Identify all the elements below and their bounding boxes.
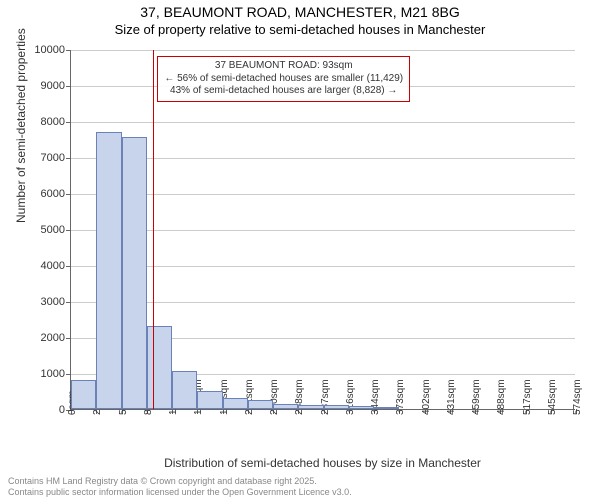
y-axis-label: Number of semi-detached properties	[14, 28, 28, 223]
title-line-1: 37, BEAUMONT ROAD, MANCHESTER, M21 8BG	[0, 4, 600, 20]
marker-annotation-line: 43% of semi-detached houses are larger (…	[164, 85, 403, 98]
title-line-2: Size of property relative to semi-detach…	[0, 22, 600, 37]
x-tick-label: 344sqm	[370, 379, 381, 415]
x-tick-label: 201sqm	[244, 379, 255, 415]
histogram-bar	[172, 371, 197, 409]
y-tick-label: 10000	[34, 44, 71, 56]
x-tick-label: 402sqm	[421, 379, 432, 415]
x-tick-label: 431sqm	[446, 379, 457, 415]
footer-attribution: Contains HM Land Registry data © Crown c…	[8, 476, 352, 498]
x-axis-label: Distribution of semi-detached houses by …	[70, 456, 575, 470]
histogram-bar	[374, 407, 399, 409]
x-tick-label: 517sqm	[522, 379, 533, 415]
footer-line-1: Contains HM Land Registry data © Crown c…	[8, 476, 352, 487]
histogram-bar	[298, 405, 323, 409]
histogram-bar	[71, 380, 96, 409]
x-tick-label: 258sqm	[294, 379, 305, 415]
marker-annotation-line: ← 56% of semi-detached houses are smalle…	[164, 73, 403, 86]
x-tick-label: 488sqm	[496, 379, 507, 415]
histogram-bar	[223, 398, 248, 409]
x-tick-label: 287sqm	[320, 379, 331, 415]
histogram-bar	[248, 400, 273, 409]
y-tick-label: 3000	[41, 296, 71, 308]
x-tick-label: 373sqm	[395, 379, 406, 415]
histogram-bar	[273, 404, 298, 409]
x-tick-label: 316sqm	[345, 379, 356, 415]
chart-title: 37, BEAUMONT ROAD, MANCHESTER, M21 8BG S…	[0, 4, 600, 37]
y-tick-label: 7000	[41, 152, 71, 164]
histogram-bar	[349, 406, 374, 409]
histogram-bar	[122, 137, 147, 409]
x-tick-label: 574sqm	[572, 379, 583, 415]
gridline	[71, 50, 575, 51]
y-tick-label: 5000	[41, 224, 71, 236]
footer-line-2: Contains public sector information licen…	[8, 487, 352, 498]
x-tick-label: 545sqm	[547, 379, 558, 415]
histogram-bar	[147, 326, 172, 409]
gridline	[71, 122, 575, 123]
y-tick-label: 6000	[41, 188, 71, 200]
histogram-bar	[324, 405, 349, 409]
histogram-bar	[197, 391, 222, 409]
y-tick-label: 4000	[41, 260, 71, 272]
y-tick-label: 9000	[41, 80, 71, 92]
marker-annotation-line: 37 BEAUMONT ROAD: 93sqm	[164, 60, 403, 73]
x-tick-label: 459sqm	[471, 379, 482, 415]
marker-annotation: 37 BEAUMONT ROAD: 93sqm← 56% of semi-det…	[157, 56, 410, 102]
y-tick-label: 2000	[41, 332, 71, 344]
y-tick-label: 8000	[41, 116, 71, 128]
histogram-bar	[96, 132, 121, 409]
marker-line	[153, 50, 154, 409]
plot-area: 0100020003000400050006000700080009000100…	[70, 50, 575, 410]
x-tick-label: 230sqm	[269, 379, 280, 415]
y-tick-label: 1000	[41, 368, 71, 380]
